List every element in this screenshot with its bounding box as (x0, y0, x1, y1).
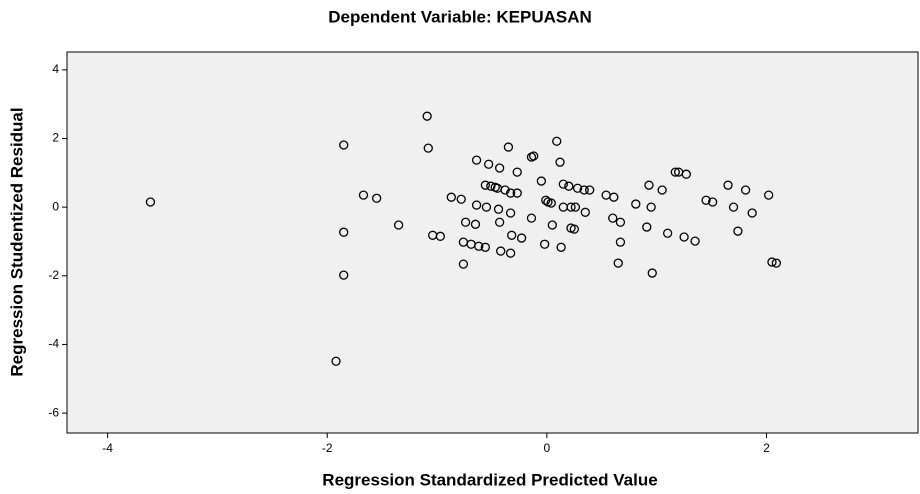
point (540, 239, 550, 249)
point (747, 208, 757, 218)
point (512, 188, 522, 198)
point (552, 136, 562, 146)
point (435, 231, 445, 241)
point (767, 257, 777, 267)
point (681, 169, 691, 179)
point (670, 167, 680, 177)
point (608, 213, 618, 223)
point (423, 143, 433, 153)
point (701, 195, 711, 205)
point (393, 220, 404, 230)
point (615, 237, 626, 247)
y-axis-title: Regression Studentized Residual (7, 107, 26, 376)
plot-area (66, 51, 919, 434)
x-tick-label: -2 (322, 441, 333, 455)
point (474, 241, 484, 251)
point (579, 185, 589, 195)
point (446, 192, 456, 202)
point (642, 222, 652, 232)
y-tick-label: -2 (48, 268, 59, 282)
y-tick-label: -6 (48, 405, 59, 419)
point (493, 204, 504, 214)
point (505, 208, 516, 218)
point (569, 224, 579, 234)
point (679, 232, 689, 242)
point (771, 258, 781, 268)
point (708, 197, 718, 207)
point (556, 242, 566, 252)
point (740, 185, 751, 195)
point (526, 213, 537, 223)
point (541, 195, 551, 205)
point (372, 193, 382, 203)
point (512, 167, 522, 177)
x-axis-title: Regression Standardized Predicted Value (322, 470, 657, 489)
point (145, 197, 156, 207)
point (480, 242, 491, 252)
point (647, 268, 657, 278)
point (494, 217, 505, 227)
x-tick-label: -4 (102, 441, 113, 455)
point (339, 140, 349, 150)
point (580, 207, 590, 217)
point (480, 180, 491, 190)
point (484, 159, 494, 169)
point (723, 180, 733, 190)
point (615, 217, 626, 227)
point (471, 200, 482, 210)
point (496, 246, 506, 256)
point (631, 199, 641, 209)
point (690, 236, 700, 246)
point (564, 181, 574, 191)
point (507, 230, 517, 240)
point (733, 226, 743, 236)
point (486, 181, 496, 191)
point (613, 258, 623, 268)
y-tick-label: 0 (52, 199, 59, 213)
point (646, 202, 656, 212)
point (503, 142, 514, 152)
point (505, 248, 516, 258)
point (331, 356, 341, 366)
y-tick-label: 4 (52, 62, 59, 76)
x-tick-label: 0 (544, 441, 551, 455)
point (609, 192, 619, 202)
point (494, 163, 505, 173)
point (456, 194, 466, 204)
point (516, 233, 527, 243)
point (555, 157, 565, 167)
point (339, 227, 349, 237)
point (558, 179, 568, 189)
point (536, 176, 547, 186)
point (529, 151, 539, 161)
y-tick-label: 2 (52, 131, 59, 145)
point (728, 202, 739, 212)
point (458, 259, 469, 269)
point (570, 202, 581, 212)
point (500, 185, 510, 195)
point (505, 188, 516, 198)
y-tick-label: -4 (48, 337, 59, 351)
point (546, 198, 556, 208)
point (339, 270, 349, 280)
point (470, 219, 481, 229)
point (422, 111, 432, 121)
point (358, 190, 369, 200)
point (644, 180, 654, 190)
point (566, 202, 576, 212)
point (657, 185, 667, 195)
chart-title: Dependent Variable: KEPUASAN (328, 7, 592, 26)
point (585, 185, 595, 195)
point (764, 190, 774, 200)
point (662, 228, 673, 238)
point (481, 202, 492, 212)
point (471, 155, 482, 165)
point (460, 217, 471, 227)
x-tick-label: 2 (763, 441, 770, 455)
point (572, 183, 583, 193)
point (547, 220, 557, 230)
